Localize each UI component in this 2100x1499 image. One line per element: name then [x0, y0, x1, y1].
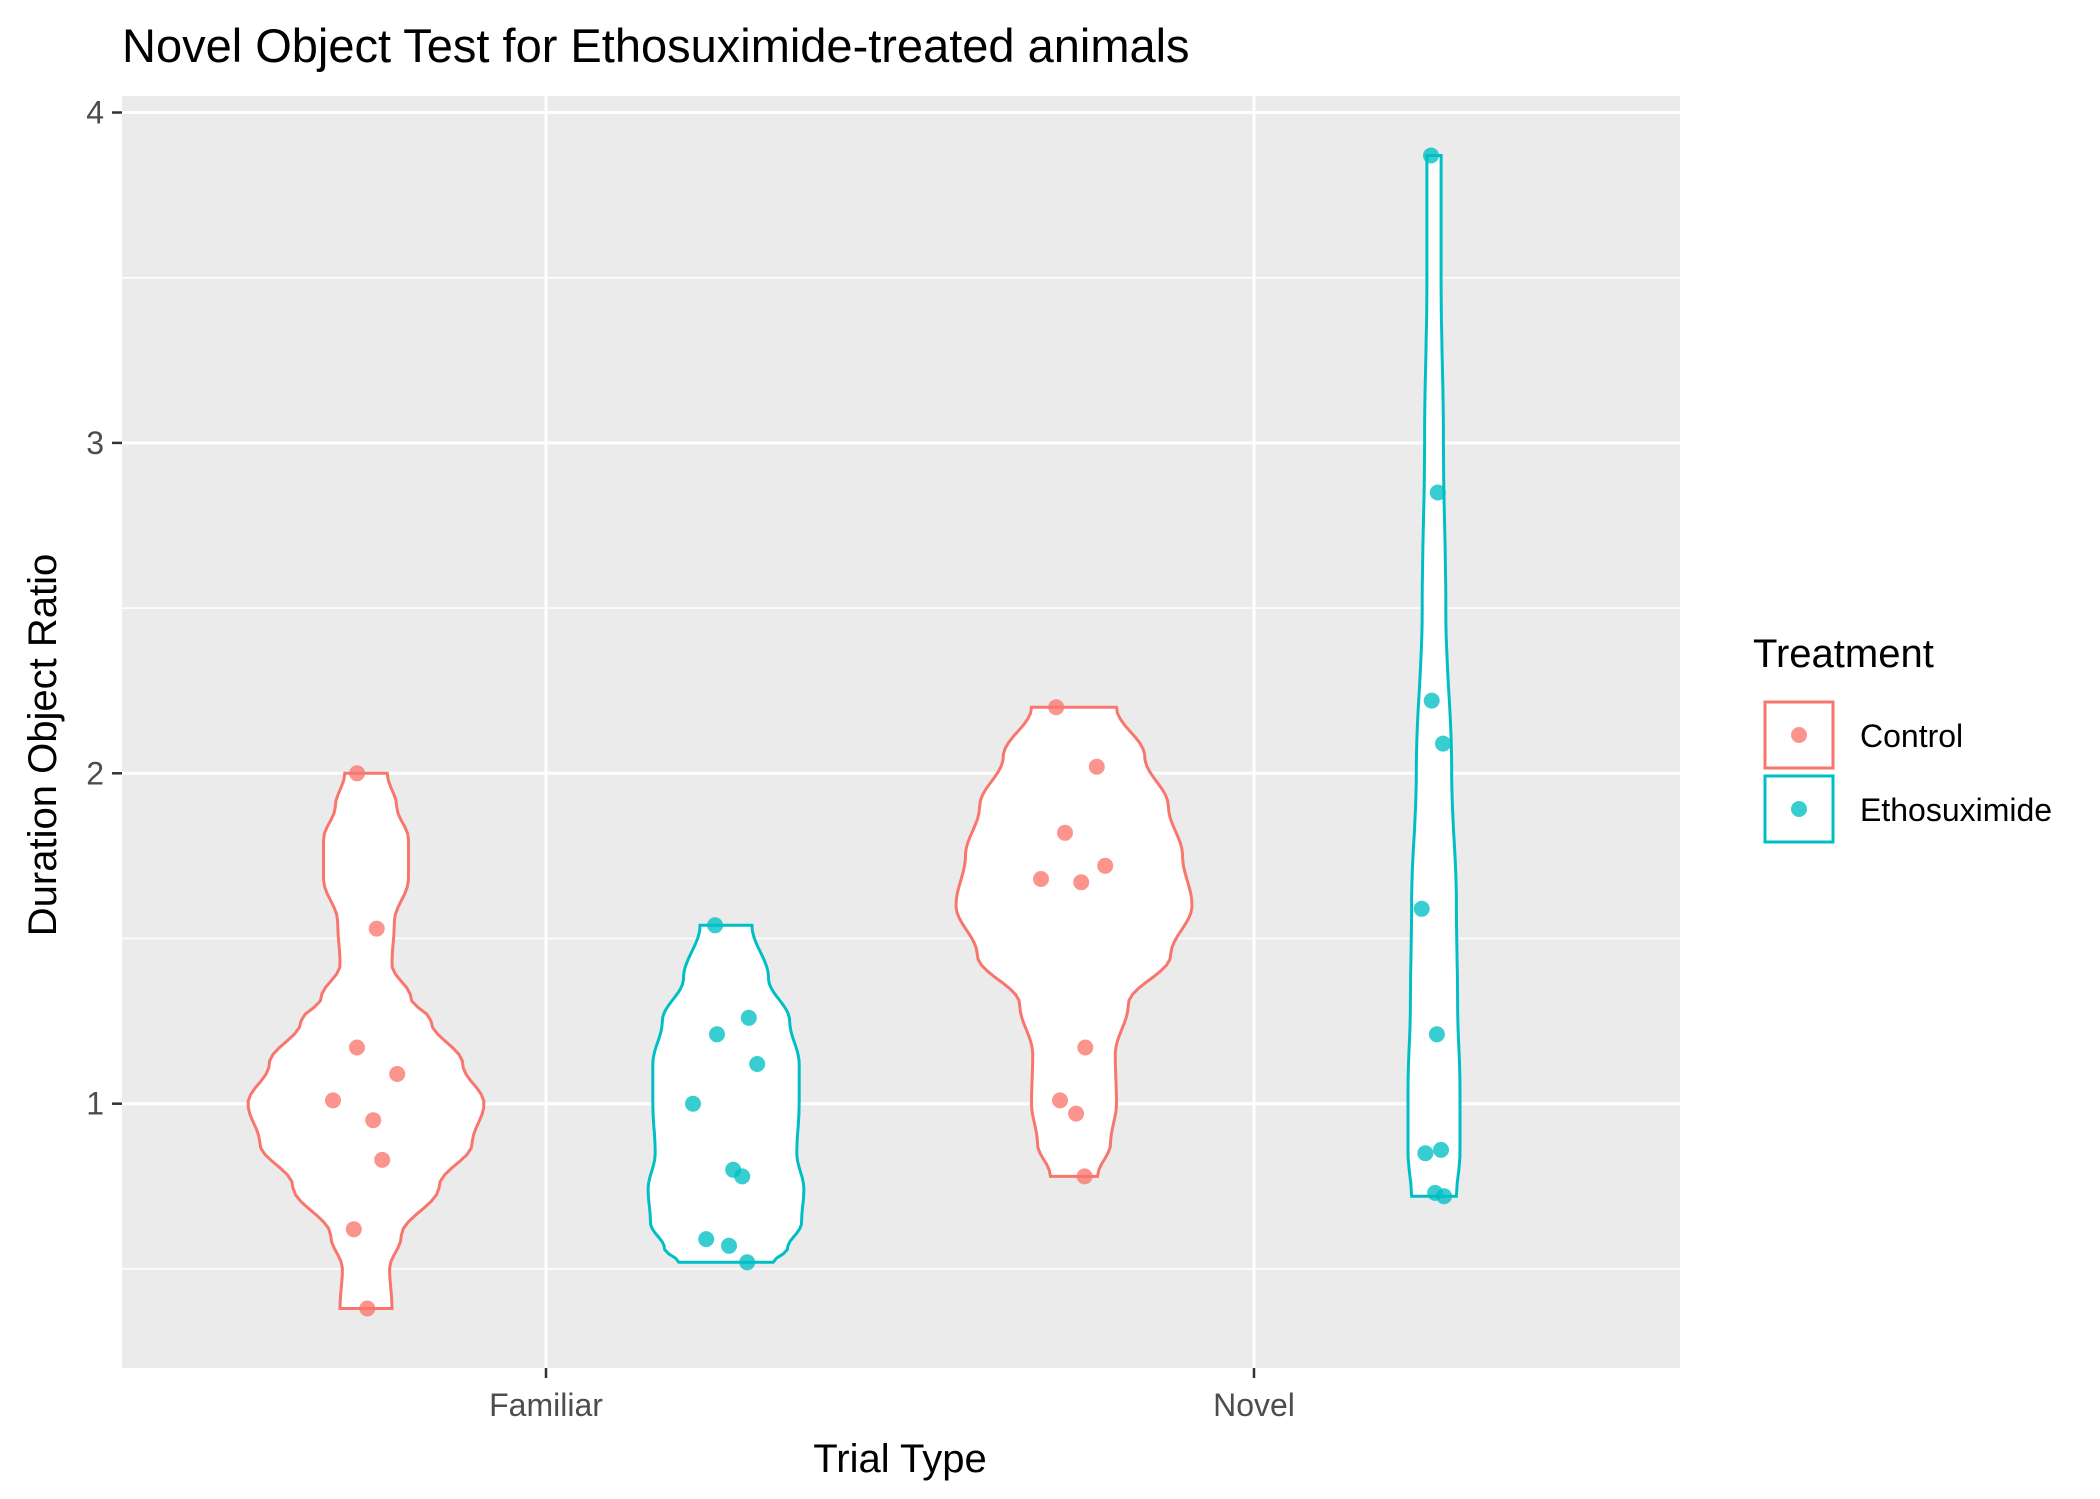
- data-point-control: [389, 1066, 406, 1082]
- data-point-control: [1097, 857, 1114, 874]
- data-point-control: [1052, 1092, 1068, 1109]
- violins: [246, 154, 1462, 1310]
- legend-label-ethosuximide: Ethosuximide: [1860, 792, 2052, 828]
- data-point-ethosuximide: [685, 1095, 701, 1112]
- violin-control-novel: [954, 705, 1194, 1178]
- data-point-control: [1068, 1105, 1085, 1122]
- data-point-control: [365, 1112, 382, 1129]
- legend-title: Treatment: [1753, 632, 1934, 676]
- data-point-control: [1048, 699, 1065, 716]
- data-point-ethosuximide: [734, 1168, 751, 1185]
- data-point-ethosuximide: [709, 1026, 725, 1043]
- data-point-ethosuximide: [1435, 735, 1451, 752]
- data-point-ethosuximide: [749, 1056, 766, 1072]
- y-tick-label: 1: [86, 1086, 104, 1122]
- data-point-control: [359, 1300, 376, 1317]
- data-point-control: [1088, 758, 1105, 775]
- data-point-control: [1073, 874, 1090, 891]
- violin-control-familiar: [246, 771, 486, 1310]
- data-point-control: [1076, 1168, 1093, 1185]
- legend-key-point-ethosuximide: [1791, 801, 1807, 817]
- legend-key-control: [1763, 700, 1835, 770]
- violin-ethosuximide-familiar: [646, 923, 806, 1264]
- data-point-control: [1057, 824, 1073, 841]
- y-tick-label: 4: [86, 95, 104, 131]
- y-axis-title: Duration Object Ratio: [21, 554, 65, 936]
- x-tick-label: Familiar: [489, 1387, 603, 1423]
- data-point-ethosuximide: [1428, 1026, 1445, 1043]
- axes: 1 2 3 4 Familiar Novel: [86, 95, 1295, 1423]
- legend-key-ethosuximide: [1763, 774, 1835, 844]
- x-tick-label: Novel: [1213, 1387, 1295, 1423]
- data-point-ethosuximide: [1417, 1145, 1434, 1162]
- gridlines: [122, 96, 1680, 1368]
- data-point-control: [1033, 871, 1049, 887]
- data-point-control: [374, 1151, 391, 1168]
- data-point-ethosuximide: [1436, 1188, 1453, 1205]
- legend-key-point-control: [1791, 727, 1807, 743]
- legend: Treatment Control Ethosuximide: [1753, 632, 2052, 844]
- data-point-ethosuximide: [1433, 1141, 1449, 1158]
- y-tick-label: 3: [86, 425, 104, 461]
- data-point-ethosuximide: [1423, 147, 1439, 164]
- data-point-ethosuximide: [707, 917, 724, 934]
- data-point-ethosuximide: [1413, 900, 1430, 917]
- data-point-control: [325, 1092, 341, 1109]
- data-point-control: [349, 765, 366, 782]
- data-point-ethosuximide: [1423, 692, 1440, 709]
- data-points: [325, 147, 1453, 1317]
- data-point-control: [345, 1221, 362, 1238]
- x-axis-title: Trial Type: [813, 1437, 986, 1481]
- data-point-ethosuximide: [739, 1254, 756, 1271]
- data-point-control: [1077, 1039, 1094, 1056]
- data-point-ethosuximide: [698, 1231, 715, 1248]
- y-tick-label: 2: [86, 755, 104, 791]
- chart-title: Novel Object Test for Ethosuximide-treat…: [122, 19, 1190, 72]
- data-point-ethosuximide: [740, 1009, 757, 1026]
- data-point-control: [368, 920, 385, 937]
- data-point-control: [349, 1039, 365, 1056]
- legend-label-control: Control: [1860, 718, 1963, 754]
- data-point-ethosuximide: [721, 1237, 737, 1254]
- data-point-ethosuximide: [1429, 484, 1446, 501]
